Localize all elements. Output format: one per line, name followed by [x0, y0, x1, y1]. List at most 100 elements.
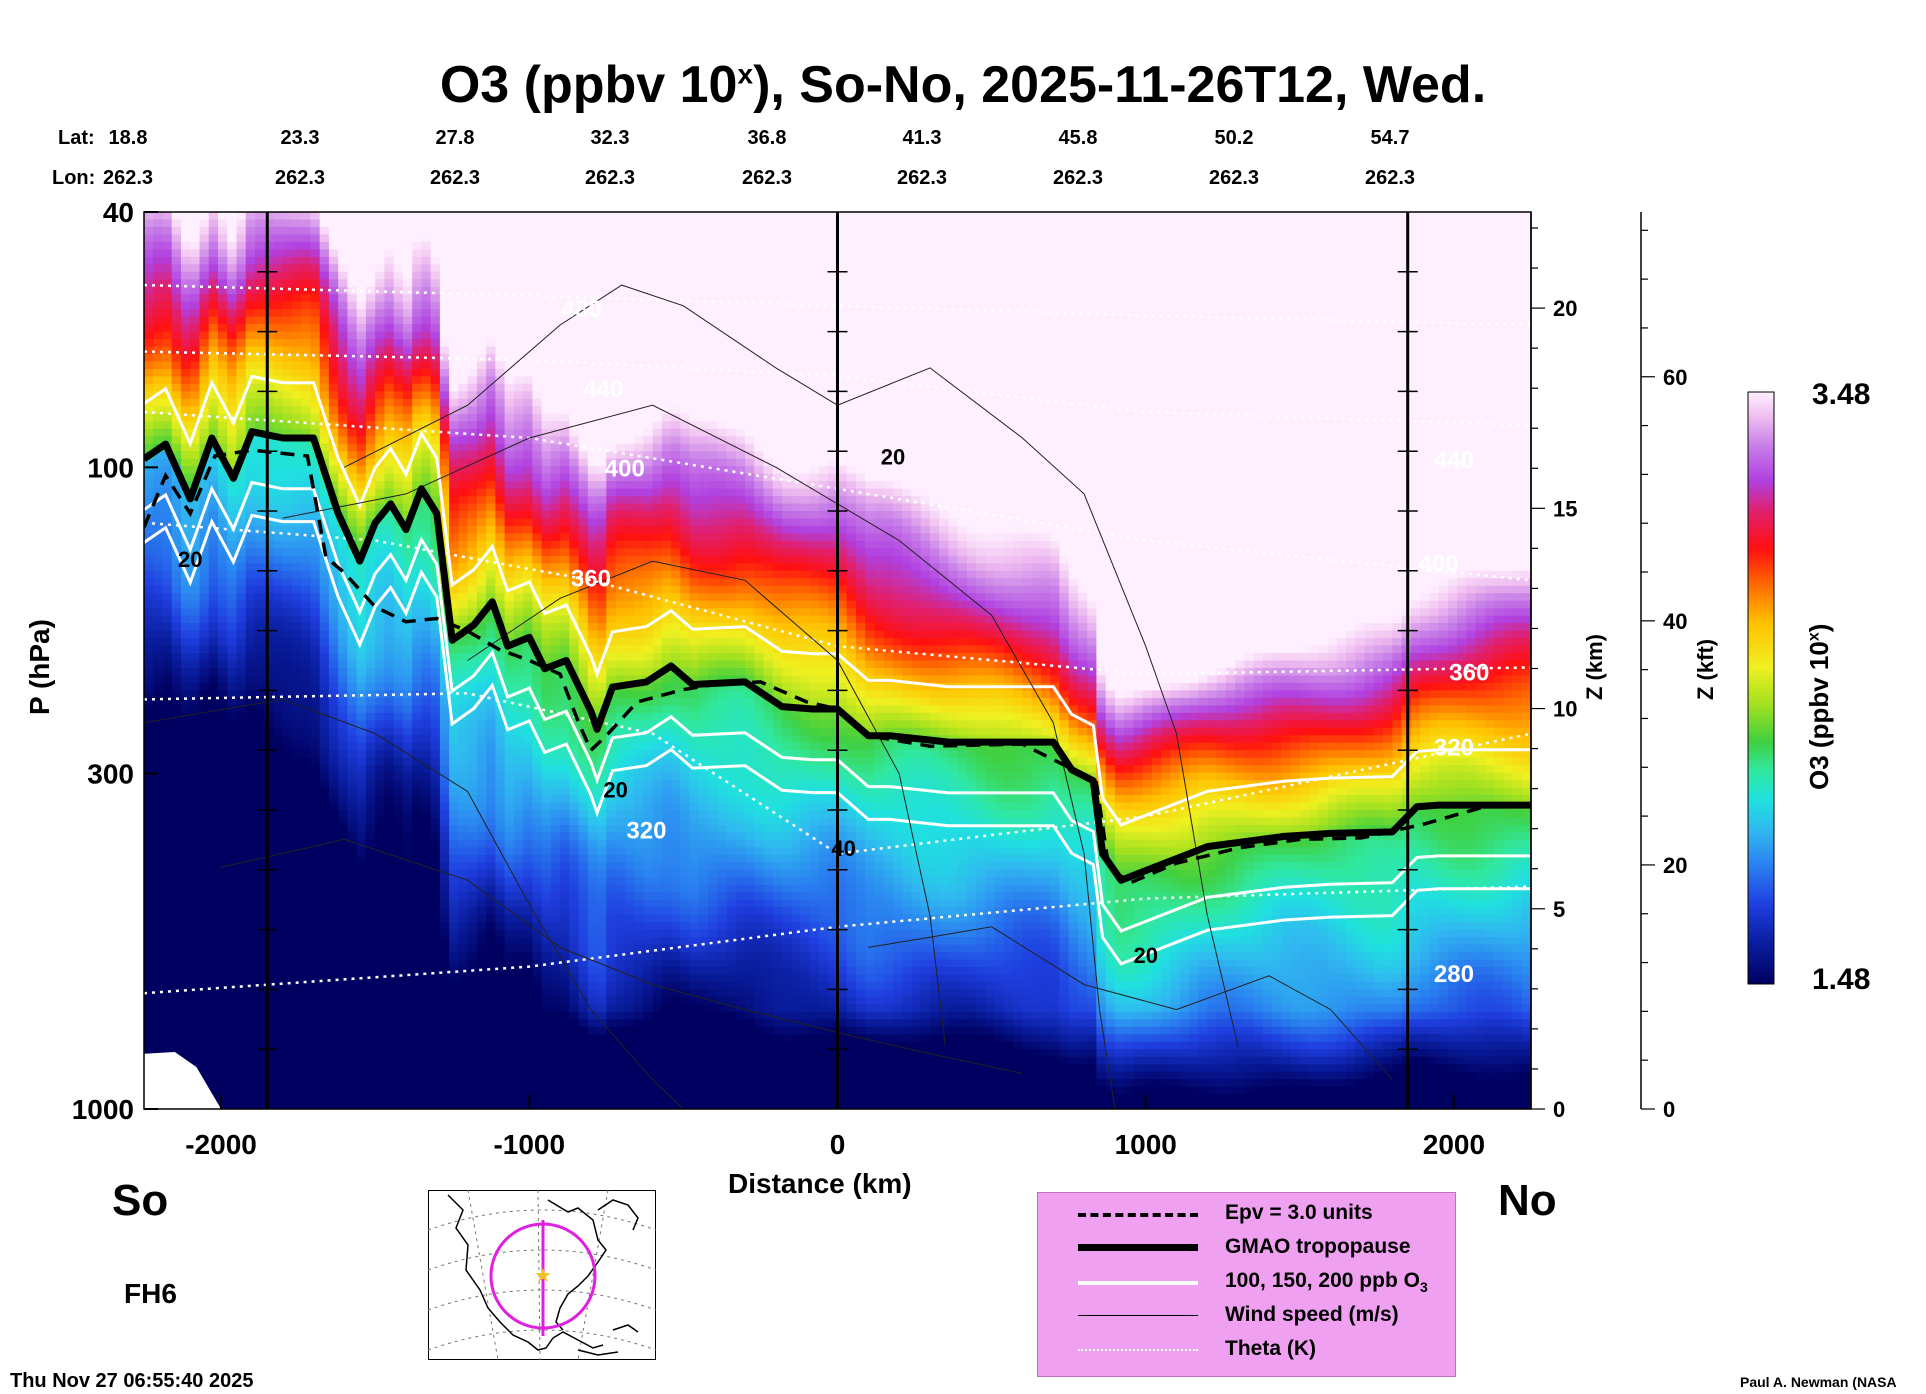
- ozone-cell: [375, 1064, 385, 1073]
- ozone-cell: [449, 593, 459, 602]
- ozone-cell: [495, 488, 506, 497]
- ozone-cell: [227, 1011, 237, 1020]
- ozone-cell: [523, 301, 533, 310]
- ozone-cell: [467, 294, 478, 303]
- ozone-cell: [162, 369, 173, 378]
- ozone-cell: [319, 324, 330, 333]
- ozone-cell: [365, 339, 376, 348]
- ozone-cell: [338, 675, 348, 684]
- ozone-cell: [402, 503, 413, 512]
- ozone-cell: [513, 279, 524, 288]
- ozone-cell: [190, 952, 200, 961]
- ozone-cell: [365, 398, 376, 407]
- ozone-cell: [310, 981, 321, 990]
- ozone-cell: [384, 1086, 395, 1095]
- ozone-cell: [513, 892, 524, 901]
- ozone-cell: [282, 727, 293, 736]
- ozone-cell: [181, 884, 191, 893]
- ozone-cell: [328, 1086, 339, 1095]
- ozone-cell: [255, 1049, 265, 1058]
- ozone-cell: [504, 1049, 515, 1058]
- ozone-cell: [171, 354, 182, 363]
- ozone-cell: [208, 413, 219, 422]
- ozone-cell: [245, 892, 256, 901]
- ozone-cell: [365, 1034, 376, 1043]
- ozone-cell: [153, 473, 163, 482]
- ozone-cell: [430, 660, 441, 669]
- ozone-cell: [162, 862, 173, 871]
- ozone-cell: [393, 533, 404, 542]
- ozone-cell: [153, 720, 163, 729]
- ozone-cell: [384, 645, 395, 654]
- ozone-cell: [375, 996, 385, 1005]
- ozone-cell: [467, 862, 478, 871]
- ozone-cell: [393, 226, 404, 235]
- ozone-cell: [153, 481, 163, 490]
- ozone-cell: [264, 817, 274, 826]
- ozone-cell: [208, 1064, 219, 1073]
- ozone-cell: [476, 436, 487, 445]
- ozone-cell: [255, 383, 265, 392]
- ozone-cell: [199, 548, 210, 557]
- ozone-cell: [282, 675, 293, 684]
- ozone-cell: [439, 1019, 450, 1028]
- ozone-cell: [282, 937, 293, 946]
- ozone-cell: [144, 914, 154, 923]
- ozone-cell: [384, 466, 395, 475]
- ozone-cell: [144, 675, 154, 684]
- ozone-cell: [282, 256, 293, 265]
- ozone-cell: [310, 1094, 321, 1103]
- ozone-cell: [255, 264, 265, 273]
- ozone-cell: [504, 974, 515, 983]
- ozone-cell: [375, 817, 385, 826]
- ozone-cell: [365, 952, 376, 961]
- ozone-cell: [393, 1026, 404, 1035]
- ozone-cell: [291, 638, 302, 647]
- ozone-cell: [402, 1101, 413, 1109]
- ozone-cell: [144, 518, 154, 527]
- ozone-cell: [310, 1041, 321, 1050]
- ozone-cell: [384, 697, 395, 706]
- ozone-cell: [199, 383, 210, 392]
- ozone-cell: [245, 563, 256, 572]
- ozone-cell: [218, 481, 228, 490]
- ozone-cell: [365, 825, 376, 834]
- ozone-cell: [513, 772, 524, 781]
- ozone-cell: [449, 526, 459, 535]
- ozone-cell: [375, 974, 385, 983]
- ozone-cell: [476, 862, 487, 871]
- ozone-cell: [264, 548, 274, 557]
- ozone-cell: [208, 608, 219, 617]
- ozone-cell: [319, 623, 330, 632]
- ozone-cell: [236, 286, 247, 295]
- ozone-cell: [458, 249, 469, 258]
- ozone-cell: [255, 271, 265, 280]
- ozone-cell: [291, 301, 302, 310]
- ozone-cell: [412, 458, 422, 467]
- ozone-cell: [467, 585, 478, 594]
- ozone-cell: [458, 914, 469, 923]
- ozone-cell: [218, 1034, 228, 1043]
- ozone-cell: [412, 398, 422, 407]
- ozone-cell: [338, 316, 348, 325]
- ozone-cell: [291, 1101, 302, 1109]
- ozone-cell: [393, 361, 404, 370]
- ozone-cell: [338, 660, 348, 669]
- ozone-cell: [513, 937, 524, 946]
- ozone-cell: [486, 742, 496, 751]
- ozone-cell: [273, 1019, 284, 1028]
- ozone-cell: [513, 339, 524, 348]
- ozone-cell: [319, 974, 330, 983]
- ozone-cell: [236, 929, 247, 938]
- ozone-cell: [458, 675, 469, 684]
- ozone-cell: [458, 294, 469, 303]
- ozone-cell: [208, 720, 219, 729]
- ozone-cell: [144, 391, 154, 400]
- ozone-cell: [421, 817, 432, 826]
- ozone-cell: [328, 451, 339, 460]
- ozone-cell: [476, 294, 487, 303]
- ozone-cell: [255, 555, 265, 564]
- ozone-cell: [467, 466, 478, 475]
- ozone-cell: [162, 593, 173, 602]
- ozone-cell: [421, 922, 432, 931]
